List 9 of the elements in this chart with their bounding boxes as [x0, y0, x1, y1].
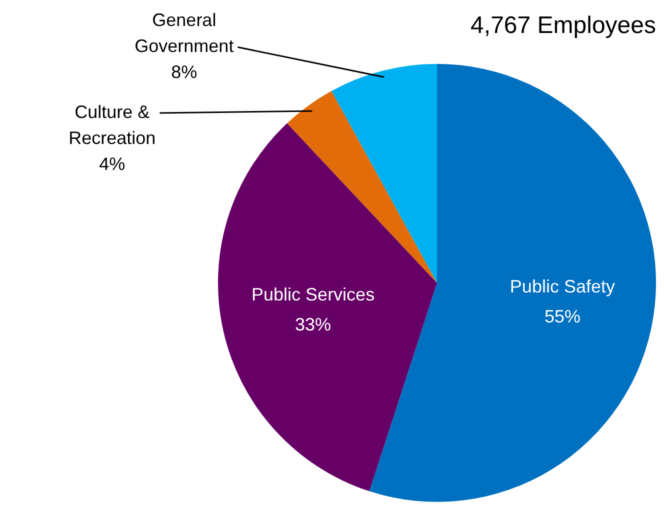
- slice-label: Public Services: [252, 284, 375, 305]
- chart-title: 4,767 Employees: [470, 12, 656, 40]
- slice-label: Public Safety: [510, 276, 615, 297]
- slice-label: Culture & Recreation: [68, 102, 156, 148]
- data-label: 55%: [544, 306, 580, 327]
- data-label: 33%: [295, 314, 332, 335]
- data-label: 4%: [99, 154, 126, 174]
- data-label: 8%: [171, 62, 198, 82]
- slice-label: General Government: [134, 10, 234, 56]
